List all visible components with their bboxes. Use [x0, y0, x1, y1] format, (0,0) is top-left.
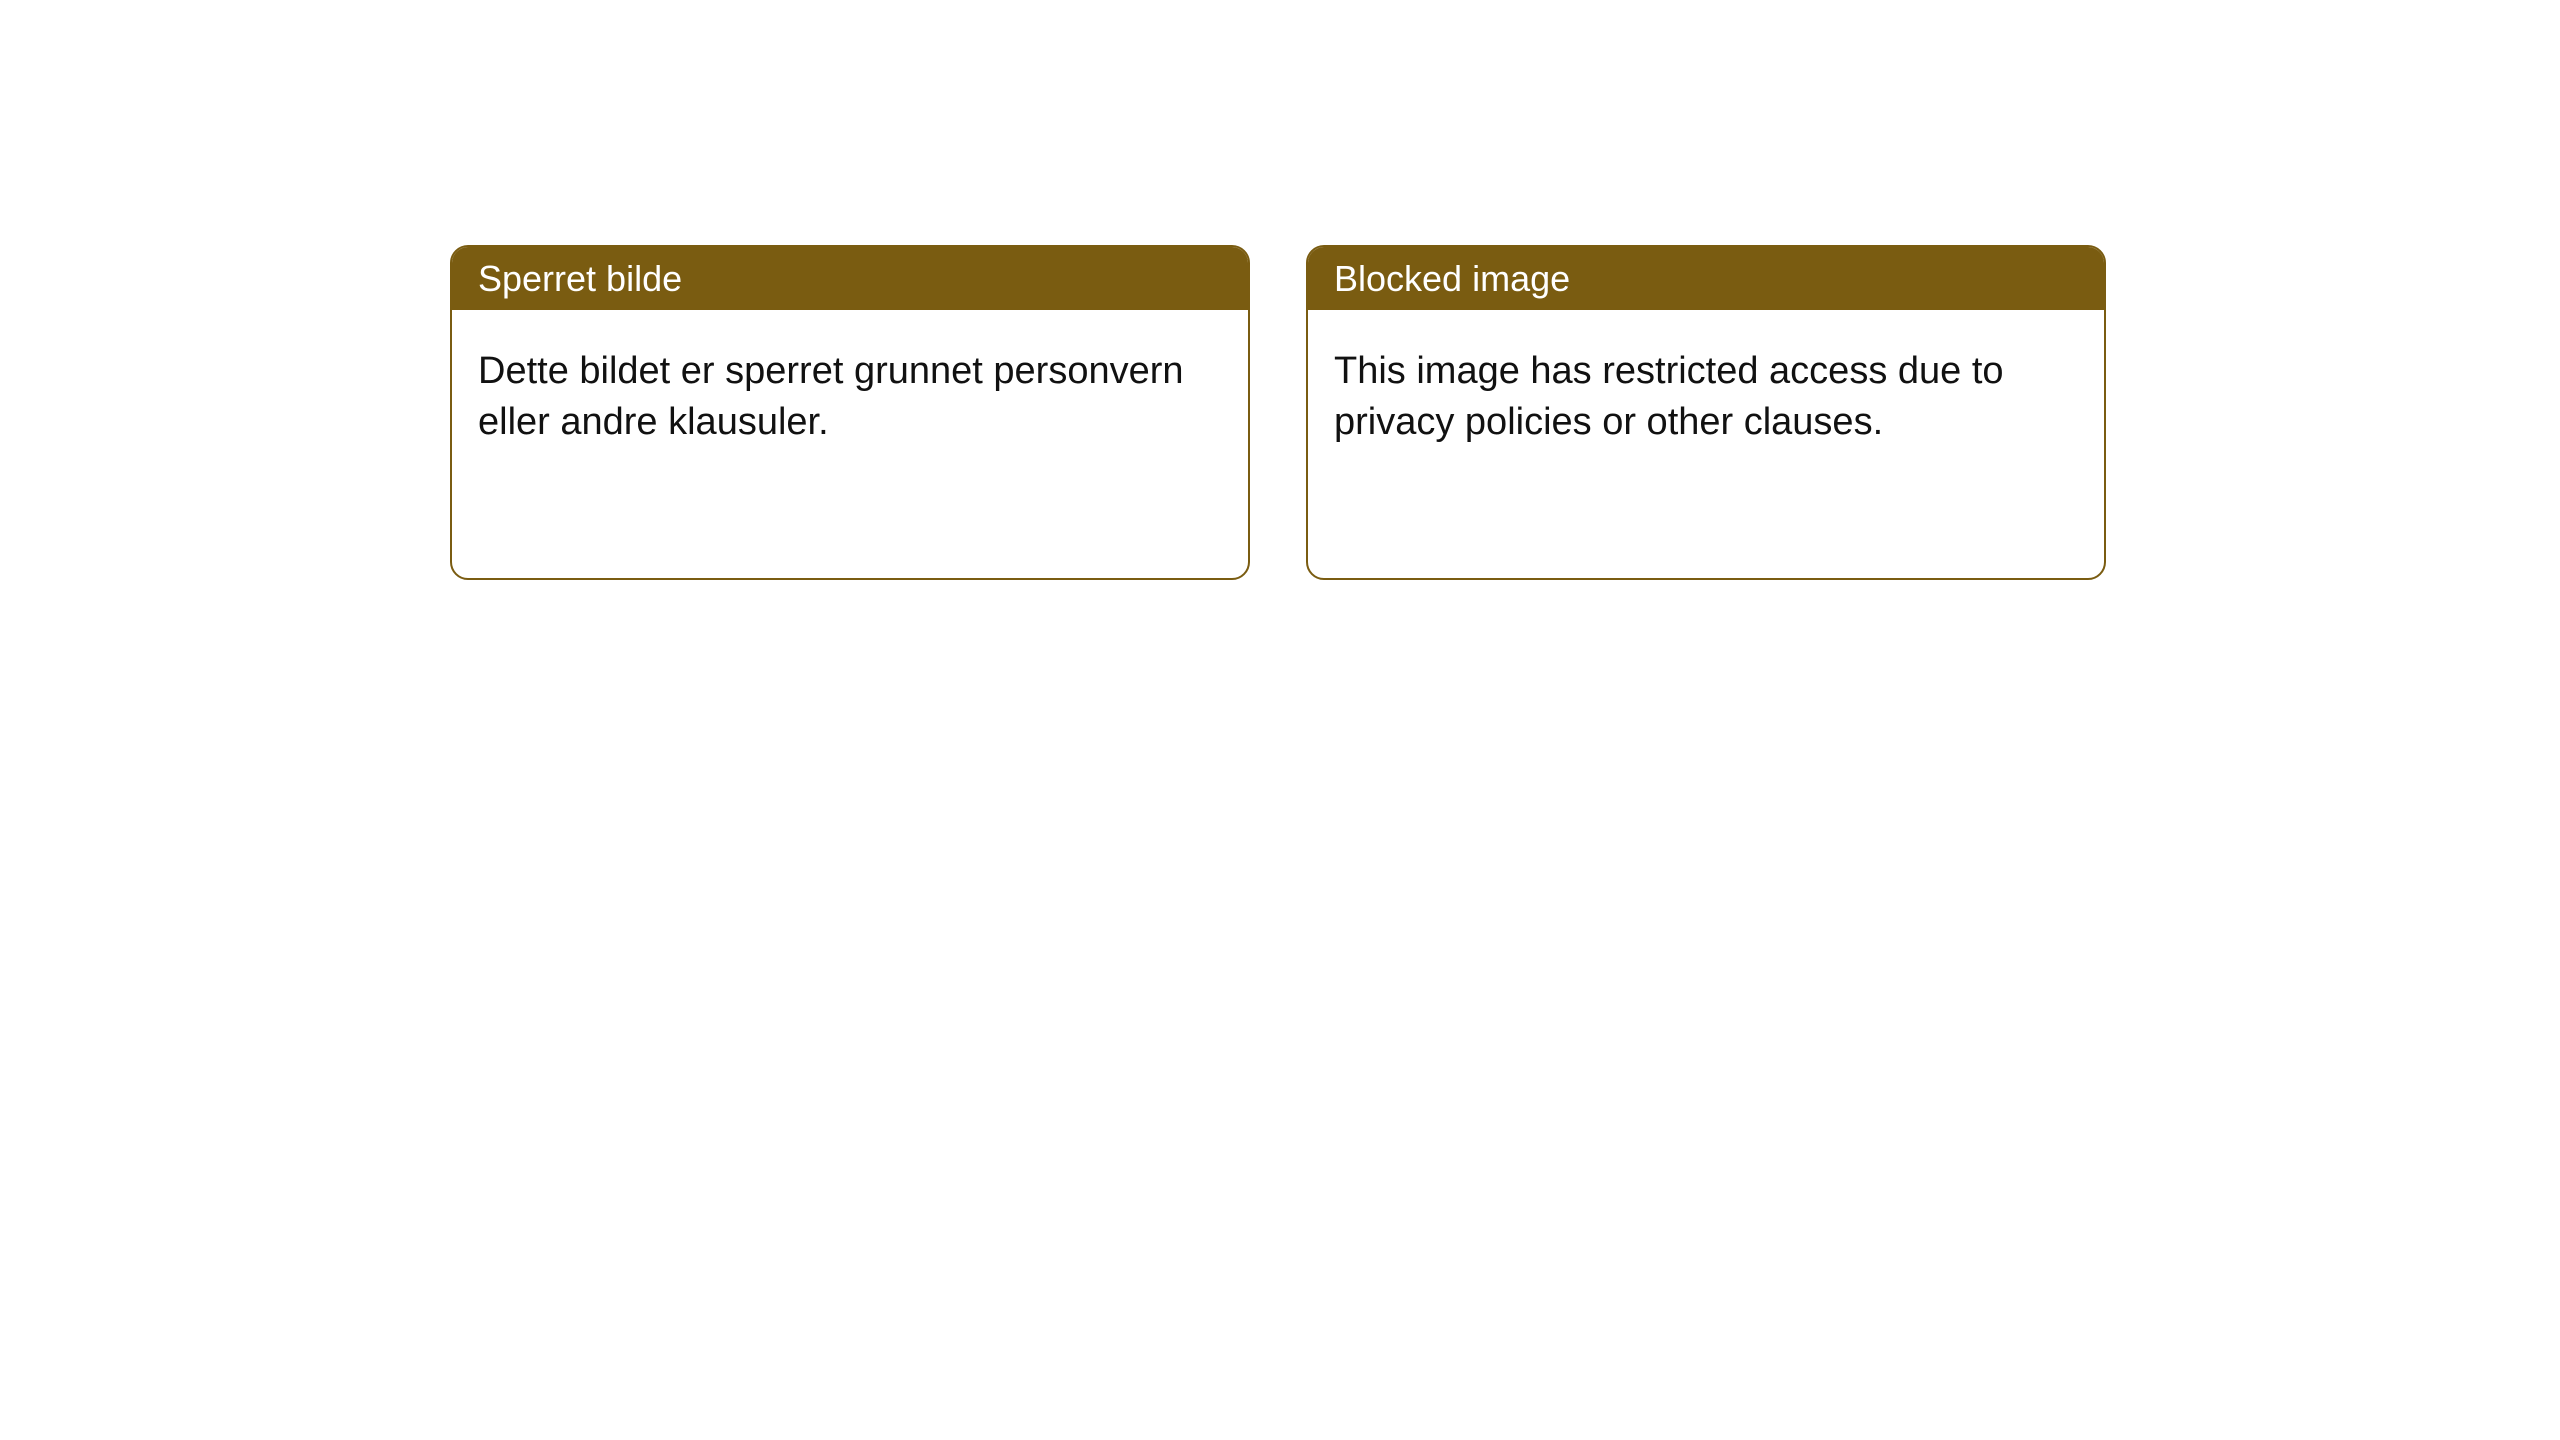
panel-body-text: Dette bildet er sperret grunnet personve… — [478, 350, 1184, 443]
panels-container: Sperret bilde Dette bildet er sperret gr… — [450, 245, 2106, 580]
panel-body-text: This image has restricted access due to … — [1334, 350, 2004, 443]
panel-header: Sperret bilde — [452, 247, 1248, 310]
panel-header: Blocked image — [1308, 247, 2104, 310]
panel-norwegian: Sperret bilde Dette bildet er sperret gr… — [450, 245, 1250, 580]
panel-title: Blocked image — [1334, 258, 1570, 299]
panel-body: This image has restricted access due to … — [1308, 310, 2104, 475]
panel-english: Blocked image This image has restricted … — [1306, 245, 2106, 580]
panel-title: Sperret bilde — [478, 258, 682, 299]
panel-body: Dette bildet er sperret grunnet personve… — [452, 310, 1248, 475]
